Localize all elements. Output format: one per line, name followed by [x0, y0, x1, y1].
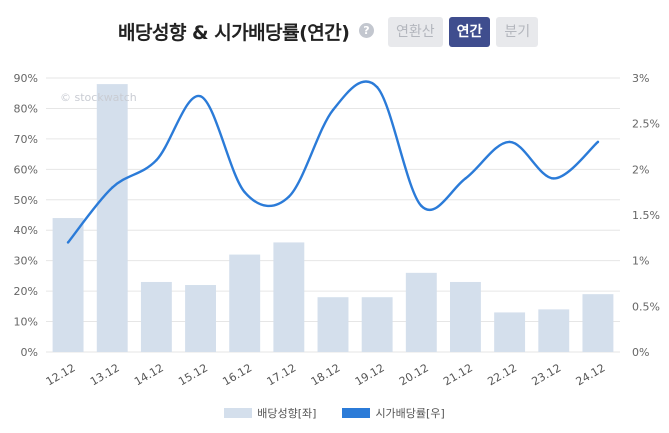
bar-payout-17.12 — [273, 242, 305, 352]
left-tick-label: 0% — [21, 346, 38, 359]
legend-label-payout: 배당성향[좌] — [257, 407, 317, 420]
right-tick-label: 2% — [632, 163, 649, 176]
left-tick-label: 50% — [14, 194, 38, 207]
period-tabs: 연환산 연간 분기 — [388, 17, 539, 47]
chart-header: 배당성향 & 시가배당률(연간) ? 연환산 연간 분기 — [0, 14, 669, 50]
x-tick-label: 16.12 — [220, 361, 254, 388]
dividend-chart: © stockwatch 0% 10% 20% 30% 40% 50% 60% 70% 80% 9… — [14, 72, 660, 388]
tab-quarterly[interactable]: 분기 — [496, 17, 539, 47]
left-tick-label: 20% — [14, 285, 38, 298]
point-yield-21.12 — [464, 177, 467, 180]
point-yield-16.12 — [243, 190, 246, 194]
bar-payout-20.12 — [405, 272, 437, 352]
x-tick-label: 15.12 — [176, 361, 210, 388]
bar-payout-15.12 — [185, 285, 216, 352]
x-tick-label: 13.12 — [88, 361, 122, 388]
bar-payout-14.12 — [140, 281, 172, 352]
point-yield-23.12 — [552, 177, 555, 180]
legend-item-payout[interactable]: 배당성향[좌] — [224, 405, 316, 421]
x-tick-label: 24.12 — [574, 361, 608, 388]
x-tick-label: 23.12 — [529, 361, 563, 388]
bar-payout-23.12 — [538, 309, 570, 352]
tab-annual[interactable]: 연간 — [448, 17, 491, 47]
bar-payout-12.12 — [52, 218, 84, 352]
tab-annualized[interactable]: 연환산 — [388, 17, 443, 47]
x-tick-label: 20.12 — [397, 361, 431, 388]
legend-swatch-line — [342, 408, 371, 418]
x-tick-label: 22.12 — [485, 361, 519, 388]
point-yield-17.12 — [287, 195, 291, 198]
bar-payout-18.12 — [317, 297, 349, 352]
x-tick-label: 21.12 — [441, 361, 475, 388]
bar-payout-21.12 — [450, 281, 481, 352]
left-tick-label: 60% — [14, 163, 38, 176]
bar-payout-19.12 — [361, 297, 393, 352]
bar-payout-16.12 — [229, 254, 261, 352]
left-tick-label: 80% — [14, 102, 38, 115]
help-icon[interactable]: ? — [359, 23, 374, 38]
x-tick-label: 12.12 — [44, 361, 78, 388]
point-yield-15.12 — [199, 95, 202, 98]
right-tick-label: 0% — [632, 346, 649, 359]
x-tick-label: 19.12 — [353, 361, 387, 388]
right-tick-label: 1.5% — [632, 209, 660, 222]
bar-payout-22.12 — [494, 312, 526, 352]
left-tick-label: 10% — [14, 316, 38, 329]
line-dividend-yield — [66, 80, 600, 244]
point-yield-13.12 — [111, 186, 114, 189]
point-yield-24.12 — [596, 140, 600, 144]
bar-payout-13.12 — [96, 84, 128, 352]
bar-payout-24.12 — [582, 294, 614, 352]
right-tick-label: 2.5% — [632, 118, 660, 131]
legend-label-yield: 시가배당률[우] — [375, 407, 445, 420]
chart-title: 배당성향 & 시가배당률(연간) — [118, 22, 350, 44]
point-yield-12.12 — [66, 241, 70, 244]
x-tick-label: 14.12 — [132, 361, 166, 388]
legend-item-yield[interactable]: 시가배당률[우] — [342, 405, 445, 421]
point-yield-18.12 — [331, 108, 335, 112]
right-tick-label: 3% — [632, 72, 649, 85]
x-tick-label: 17.12 — [265, 361, 299, 388]
left-tick-label: 90% — [14, 72, 38, 85]
left-tick-label: 30% — [14, 255, 38, 268]
left-tick-label: 70% — [14, 133, 38, 146]
chart-legend: 배당성향[좌] 시가배당률[우] — [0, 405, 669, 421]
right-tick-label: 1% — [632, 255, 649, 268]
point-yield-19.12 — [375, 85, 379, 89]
point-yield-20.12 — [420, 204, 423, 208]
x-tick-label: 18.12 — [309, 361, 343, 388]
right-tick-label: 0.5% — [632, 300, 660, 313]
point-yield-22.12 — [508, 140, 511, 144]
left-tick-label: 40% — [14, 224, 38, 237]
legend-swatch-bar — [224, 408, 253, 418]
point-yield-14.12 — [155, 159, 158, 162]
watermark-text: © stockwatch — [60, 91, 137, 104]
